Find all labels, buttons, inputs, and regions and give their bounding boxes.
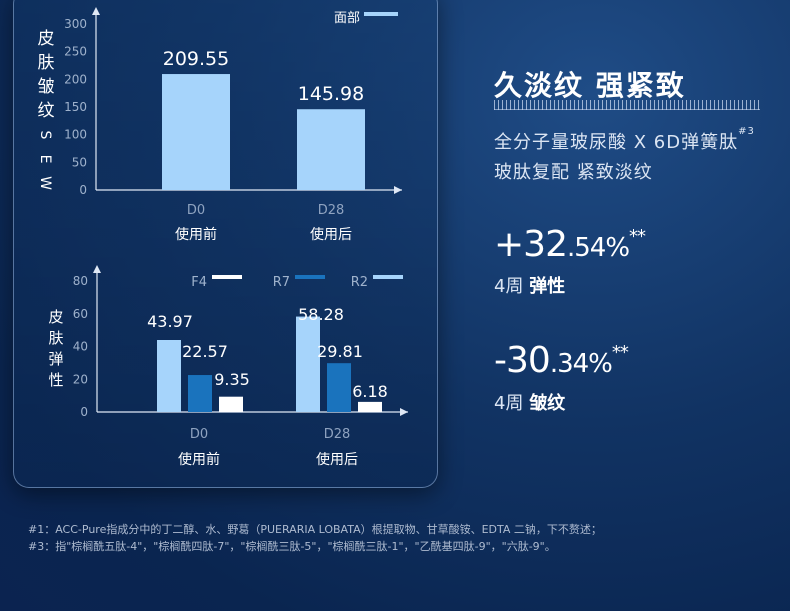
- y-tick-label: 40: [73, 340, 88, 354]
- legend-swatch: [212, 275, 242, 279]
- y-axis-arrow: [93, 265, 101, 273]
- bar-value-label: 145.98: [298, 83, 364, 105]
- y-axis-label-char: 性: [48, 371, 63, 389]
- subtitle-line-2: 玻肽复配 紧致淡纹: [494, 162, 653, 183]
- bar-F4-D28: [358, 401, 382, 412]
- stat-wrinkle: -30.34%**: [494, 340, 629, 381]
- legend-label: F4: [191, 275, 207, 290]
- x-axis-arrow: [400, 408, 408, 416]
- x-sublabel: 使用前: [178, 451, 220, 468]
- x-sublabel: 使用后: [310, 226, 352, 243]
- y-tick-label: 300: [64, 17, 87, 31]
- bar-R2-D0: [157, 339, 181, 412]
- x-tick-label: D0: [187, 203, 205, 218]
- stat-wrinkle-label: 4周 皱纹: [494, 393, 566, 414]
- legend-label: R7: [273, 275, 290, 290]
- bar-value-label: 22.57: [182, 342, 228, 361]
- x-axis-arrow: [394, 186, 402, 194]
- y-tick-label: 0: [79, 183, 87, 197]
- y-axis-label-char: 皮: [48, 308, 63, 326]
- y-axis-label-char: E: [37, 155, 53, 164]
- bar-R2-D28: [296, 316, 320, 412]
- y-axis-label-char: 皮: [38, 29, 55, 49]
- bar-D0: [162, 74, 230, 190]
- bar-value-label: 29.81: [317, 342, 363, 361]
- y-axis-label-char: 皱: [38, 77, 55, 97]
- y-axis-arrow: [92, 7, 100, 15]
- y-axis-label-char: 肤: [48, 329, 63, 347]
- bar-value-label: 58.28: [298, 305, 344, 324]
- legend-swatch: [373, 275, 403, 279]
- y-tick-label: 200: [64, 72, 87, 86]
- y-tick-label: 50: [72, 155, 87, 169]
- y-tick-label: 60: [73, 307, 88, 321]
- ruler-decoration: [494, 100, 760, 110]
- y-tick-label: 20: [73, 372, 88, 386]
- footnote-3: #3：指"棕榈酰五肽-4"，"棕榈酰四肽-7"，"棕榈酰三肽-5"，"棕榈酰三肽…: [28, 540, 556, 553]
- y-tick-label: 150: [64, 100, 87, 114]
- bar-value-label: 6.18: [352, 382, 388, 401]
- bar-F4-D0: [219, 396, 243, 412]
- bar-D28: [297, 109, 365, 190]
- bar-value-label: 209.55: [163, 48, 229, 70]
- stat-elasticity: +32.54%**: [494, 224, 646, 265]
- legend-swatch: [364, 12, 398, 16]
- x-tick-label: D28: [324, 427, 351, 442]
- y-axis-label-char: 肤: [38, 53, 55, 73]
- footnote-ref: #3: [738, 126, 755, 137]
- y-tick-label: 80: [73, 274, 88, 288]
- legend-label: 面部: [334, 11, 360, 26]
- y-axis-label-char: 弹: [48, 350, 63, 368]
- x-tick-label: D0: [190, 427, 208, 442]
- stat-elasticity-label: 4周 弹性: [494, 276, 566, 297]
- y-axis-label-char: S: [37, 131, 53, 140]
- y-tick-label: 100: [64, 128, 87, 142]
- y-tick-label: 250: [64, 45, 87, 59]
- ruler-line: [494, 109, 760, 110]
- y-tick-label: 0: [80, 405, 88, 419]
- x-sublabel: 使用后: [316, 451, 358, 468]
- x-sublabel: 使用前: [175, 226, 217, 243]
- bar-R7-D0: [188, 375, 212, 412]
- x-tick-label: D28: [318, 203, 345, 218]
- footnote-1: #1：ACC-Pure指成分中的丁二醇、水、野葛（PUERARIA LOBATA…: [28, 523, 602, 536]
- bar-R7-D28: [327, 363, 351, 412]
- subtitle-line-1: 全分子量玻尿酸 X 6D弹簧肽#3: [494, 126, 755, 153]
- legend-label: R2: [351, 275, 368, 290]
- y-axis-label-char: W: [37, 176, 53, 190]
- bar-value-label: 43.97: [147, 312, 193, 331]
- y-axis-label-char: 纹: [38, 101, 55, 121]
- legend-swatch: [295, 275, 325, 279]
- bar-value-label: 9.35: [214, 370, 250, 389]
- headline: 久淡纹 强紧致: [494, 69, 686, 102]
